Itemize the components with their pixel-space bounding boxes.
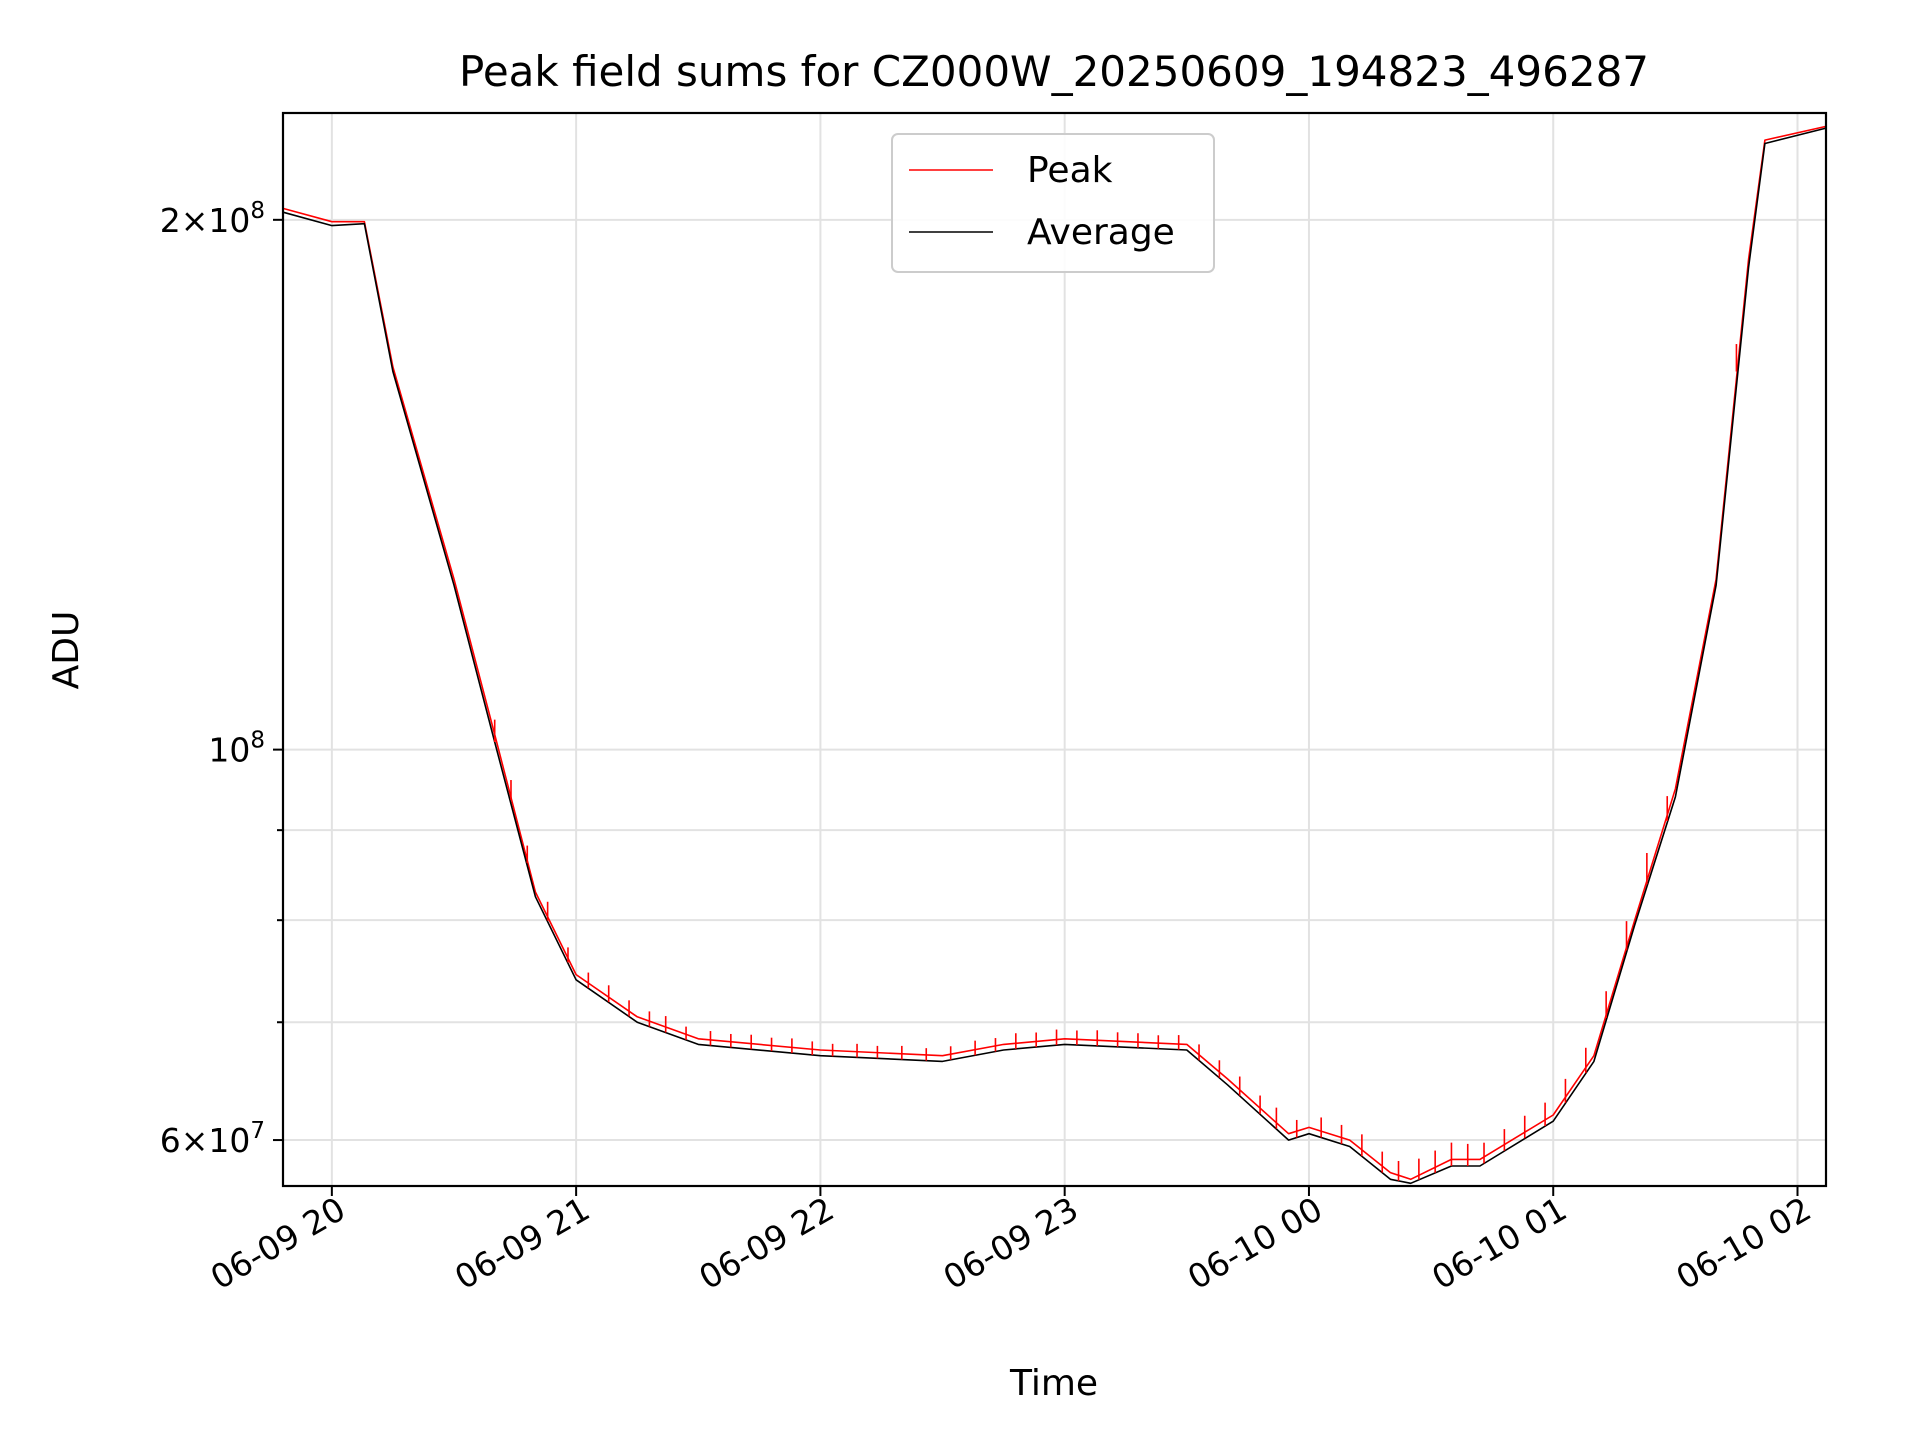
y-axis-label: ADU [46, 611, 87, 690]
x-axis-label: Time [1009, 1363, 1098, 1404]
y-tick-label: 2×108 [160, 198, 265, 240]
y-tick-label: 6×107 [160, 1118, 265, 1160]
y-axis: 6×107 108 2×108 [160, 198, 283, 1160]
series-layer [282, 125, 1827, 1185]
legend-label-peak: Peak [1027, 150, 1113, 191]
plot-frame [281, 111, 1828, 1188]
y-tick-label: 108 [208, 728, 265, 770]
legend-label-average: Average [1027, 212, 1175, 253]
chart-title: Peak field sums for CZ000W_20250609_1948… [459, 47, 1649, 96]
legend-box [891, 133, 1215, 273]
legend: Peak Average [891, 133, 1215, 273]
